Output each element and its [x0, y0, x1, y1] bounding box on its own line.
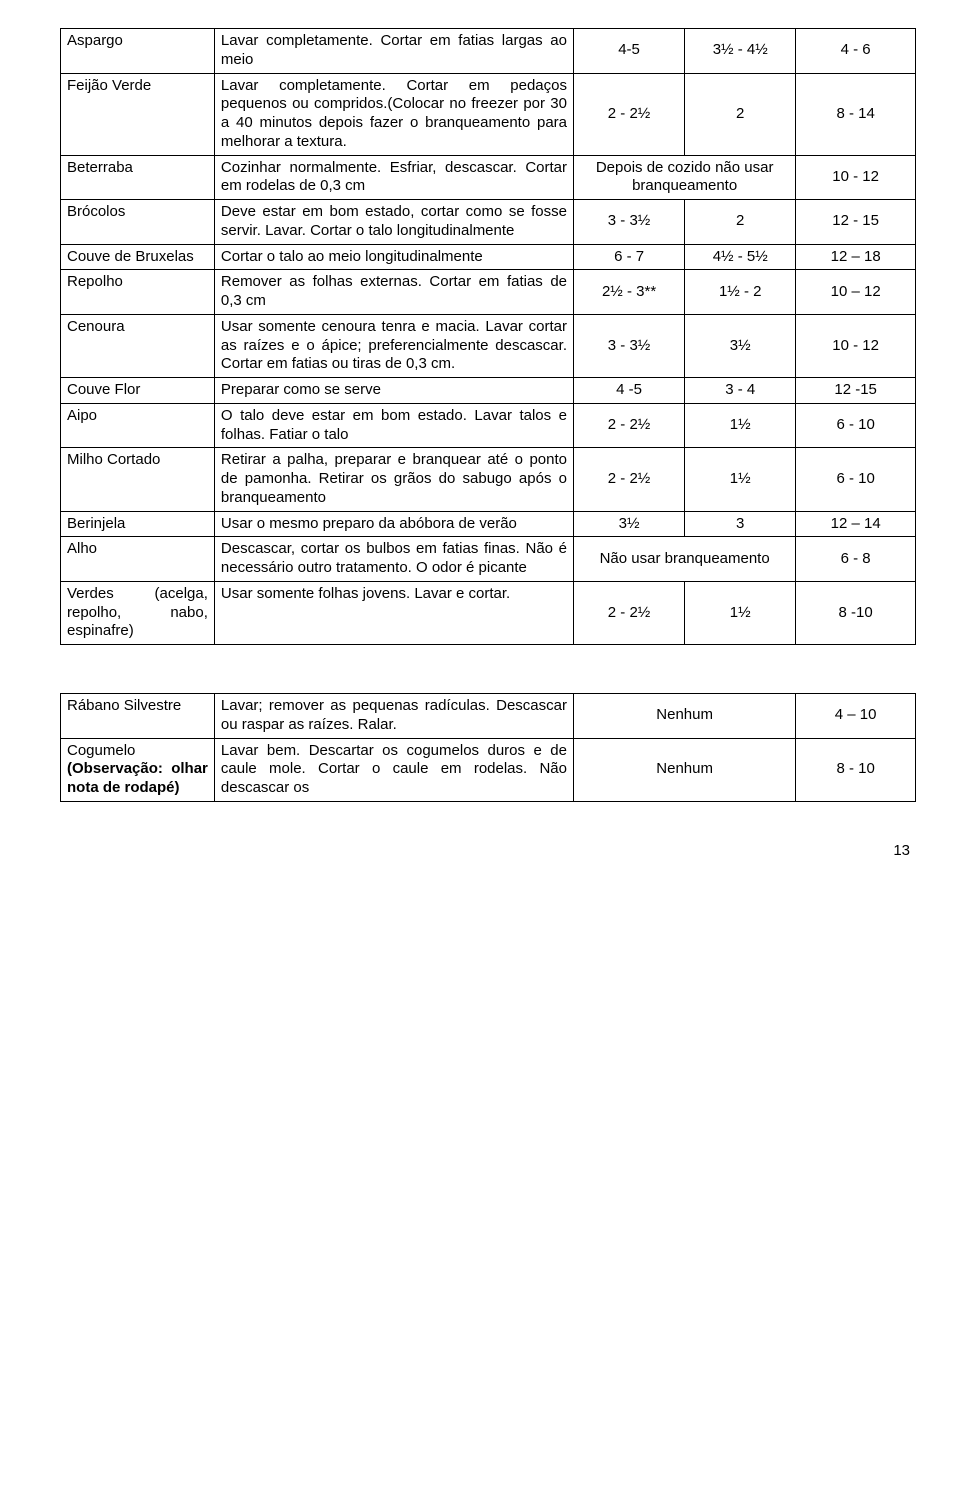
- col-vegetable: Rábano Silvestre: [61, 694, 215, 739]
- col-blanching-merged: Depois de cozido não usar branqueamento: [574, 155, 796, 200]
- table-row: BrócolosDeve estar em bom estado, cortar…: [61, 200, 916, 245]
- col-preparation: Usar somente cenoura tenra e macia. Lava…: [214, 314, 573, 377]
- col-time-1: 2½ - 3**: [574, 270, 685, 315]
- col-time-2: 4½ - 5½: [685, 244, 796, 270]
- col-time-1: 6 - 7: [574, 244, 685, 270]
- page-number: 13: [60, 842, 916, 861]
- col-preparation: Retirar a palha, preparar e branquear at…: [214, 448, 573, 511]
- col-time-2: 1½: [685, 581, 796, 644]
- vegetable-table-2: Rábano SilvestreLavar; remover as pequen…: [60, 693, 916, 802]
- col-drying: 6 - 10: [796, 403, 916, 448]
- col-drying: 10 – 12: [796, 270, 916, 315]
- col-drying: 12 -15: [796, 378, 916, 404]
- col-vegetable: Aipo: [61, 403, 215, 448]
- col-preparation: O talo deve estar em bom estado. Lavar t…: [214, 403, 573, 448]
- col-drying: 8 - 10: [796, 738, 916, 801]
- table-row: BeterrabaCozinhar normalmente. Esfriar, …: [61, 155, 916, 200]
- col-preparation: Cortar o talo ao meio longitudinalmente: [214, 244, 573, 270]
- col-drying: 8 -10: [796, 581, 916, 644]
- table-row: AspargoLavar completamente. Cortar em fa…: [61, 29, 916, 74]
- col-vegetable: Cogumelo (Observação: olhar nota de roda…: [61, 738, 215, 801]
- table-row: Rábano SilvestreLavar; remover as pequen…: [61, 694, 916, 739]
- col-drying: 12 - 15: [796, 200, 916, 245]
- col-vegetable: Aspargo: [61, 29, 215, 74]
- col-drying: 6 - 8: [796, 537, 916, 582]
- col-time-1: 3 - 3½: [574, 314, 685, 377]
- col-preparation: Lavar bem. Descartar os cogumelos duros …: [214, 738, 573, 801]
- col-vegetable: Alho: [61, 537, 215, 582]
- table-row: Couve de BruxelasCortar o talo ao meio l…: [61, 244, 916, 270]
- col-drying: 4 - 6: [796, 29, 916, 74]
- col-drying: 6 - 10: [796, 448, 916, 511]
- col-preparation: Cozinhar normalmente. Esfriar, descascar…: [214, 155, 573, 200]
- table-row: Cogumelo (Observação: olhar nota de roda…: [61, 738, 916, 801]
- col-vegetable: Verdes (acelga, repolho, nabo, espinafre…: [61, 581, 215, 644]
- col-time-2: 1½: [685, 403, 796, 448]
- col-blanching-merged: Não usar branqueamento: [574, 537, 796, 582]
- col-time-1: 2 - 2½: [574, 581, 685, 644]
- col-blanching-merged: Nenhum: [574, 738, 796, 801]
- col-vegetable: Cenoura: [61, 314, 215, 377]
- col-vegetable: Couve de Bruxelas: [61, 244, 215, 270]
- col-preparation: Descascar, cortar os bulbos em fatias fi…: [214, 537, 573, 582]
- col-drying: 12 – 18: [796, 244, 916, 270]
- col-time-2: 3½ - 4½: [685, 29, 796, 74]
- table-row: Couve FlorPreparar como se serve4 -53 - …: [61, 378, 916, 404]
- col-preparation: Remover as folhas externas. Cortar em fa…: [214, 270, 573, 315]
- table-row: AipoO talo deve estar em bom estado. Lav…: [61, 403, 916, 448]
- table-row: Milho CortadoRetirar a palha, preparar e…: [61, 448, 916, 511]
- col-time-2: 3 - 4: [685, 378, 796, 404]
- col-time-1: 2 - 2½: [574, 448, 685, 511]
- table-row: RepolhoRemover as folhas externas. Corta…: [61, 270, 916, 315]
- col-vegetable: Milho Cortado: [61, 448, 215, 511]
- col-preparation: Usar o mesmo preparo da abóbora de verão: [214, 511, 573, 537]
- vegetable-table-1: AspargoLavar completamente. Cortar em fa…: [60, 28, 916, 645]
- col-preparation: Lavar completamente. Cortar em fatias la…: [214, 29, 573, 74]
- col-drying: 4 – 10: [796, 694, 916, 739]
- col-time-1: 4-5: [574, 29, 685, 74]
- col-vegetable: Beterraba: [61, 155, 215, 200]
- col-preparation: Preparar como se serve: [214, 378, 573, 404]
- col-vegetable: Feijão Verde: [61, 73, 215, 155]
- col-time-1: 4 -5: [574, 378, 685, 404]
- col-preparation: Lavar completamente. Cortar em pedaços p…: [214, 73, 573, 155]
- col-preparation: Deve estar em bom estado, cortar como se…: [214, 200, 573, 245]
- col-drying: 8 - 14: [796, 73, 916, 155]
- col-preparation: Lavar; remover as pequenas radículas. De…: [214, 694, 573, 739]
- col-time-2: 2: [685, 73, 796, 155]
- table-row: AlhoDescascar, cortar os bulbos em fatia…: [61, 537, 916, 582]
- table-row: Feijão VerdeLavar completamente. Cortar …: [61, 73, 916, 155]
- col-drying: 12 – 14: [796, 511, 916, 537]
- table-row: CenouraUsar somente cenoura tenra e maci…: [61, 314, 916, 377]
- col-time-2: 3½: [685, 314, 796, 377]
- col-vegetable: Repolho: [61, 270, 215, 315]
- col-time-1: 3 - 3½: [574, 200, 685, 245]
- col-vegetable: Brócolos: [61, 200, 215, 245]
- col-time-2: 2: [685, 200, 796, 245]
- col-preparation: Usar somente folhas jovens. Lavar e cort…: [214, 581, 573, 644]
- col-blanching-merged: Nenhum: [574, 694, 796, 739]
- col-time-2: 3: [685, 511, 796, 537]
- col-time-1: 2 - 2½: [574, 403, 685, 448]
- col-drying: 10 - 12: [796, 314, 916, 377]
- col-vegetable: Couve Flor: [61, 378, 215, 404]
- col-time-2: 1½: [685, 448, 796, 511]
- col-time-2: 1½ - 2: [685, 270, 796, 315]
- col-vegetable: Berinjela: [61, 511, 215, 537]
- col-time-1: 2 - 2½: [574, 73, 685, 155]
- col-time-1: 3½: [574, 511, 685, 537]
- table-row: BerinjelaUsar o mesmo preparo da abóbora…: [61, 511, 916, 537]
- col-drying: 10 - 12: [796, 155, 916, 200]
- table-row: Verdes (acelga, repolho, nabo, espinafre…: [61, 581, 916, 644]
